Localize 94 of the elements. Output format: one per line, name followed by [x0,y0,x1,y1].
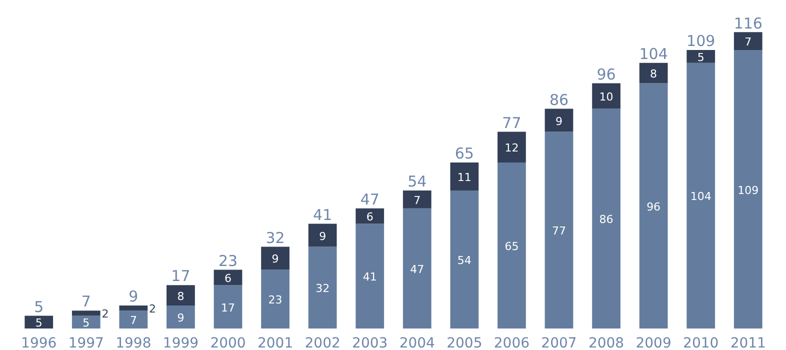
total-label: 47 [360,190,380,209]
total-label: 5 [34,298,44,316]
bar [592,83,620,109]
total-label: 77 [502,114,522,132]
data-label: 7 [130,314,137,328]
data-label: 9 [177,312,184,325]
x-tick-label: 1999 [162,336,199,350]
bar [119,310,148,328]
data-label: 5 [697,50,704,64]
x-tick-label: 2008 [588,336,624,350]
total-label: 9 [128,288,138,306]
data-label: 109 [738,184,759,197]
data-label: 11 [457,171,472,184]
x-tick-label: 2001 [257,336,294,350]
total-label: 109 [686,32,716,50]
data-label: 41 [362,270,377,284]
bar [24,316,54,328]
x-tick-label: 2010 [683,336,719,350]
data-label: 6 [366,210,374,224]
data-label: 9 [319,230,326,243]
x-tick-label: 2006 [494,336,530,350]
bar [72,316,100,328]
bar [734,32,762,50]
data-label: 5 [35,316,42,330]
x-tick-label: 1997 [68,336,104,350]
data-label: 9 [555,114,562,128]
bar [261,246,290,270]
bar [166,306,195,328]
bar [402,208,432,328]
x-tick-label: 2002 [304,336,340,350]
x-tick-label: 2000 [210,336,246,350]
bar [498,162,526,328]
total-label: 23 [218,252,238,270]
bar [544,132,574,328]
bar [308,224,337,247]
data-label: 7 [744,36,752,49]
x-tick-label: 1996 [21,336,57,350]
bar [544,108,574,132]
total-label: 86 [549,90,569,109]
data-label: 10 [599,90,614,104]
x-tick-label: 2003 [352,336,388,350]
data-label: 12 [504,142,519,155]
bar [592,108,620,328]
total-label: 32 [266,228,285,247]
data-label: 32 [316,282,330,296]
total-label: 17 [171,267,190,286]
data-label: 77 [552,224,566,238]
x-tick-label: 2009 [636,336,672,350]
total-label: 96 [596,65,616,84]
total-label: 116 [734,14,762,32]
x-tick-label: 2011 [730,336,766,350]
data-label: 86 [599,213,614,226]
data-label: 6 [224,272,232,285]
data-label: 9 [272,252,279,266]
bar [72,310,100,316]
bar [450,190,479,328]
data-label: 5 [82,316,90,330]
data-label: 8 [650,68,658,81]
bar [402,190,432,208]
bar [214,270,242,286]
data-label: 54 [457,254,472,268]
bar [308,246,337,328]
x-tick-label: 2005 [446,336,482,350]
total-label: 41 [313,206,332,224]
bar [450,162,479,191]
data-label: 23 [268,294,282,307]
total-label: 104 [639,44,668,63]
bar [686,50,716,63]
data-label: 2 [149,302,156,316]
x-tick-label: 1998 [116,336,152,350]
data-label: 47 [410,262,424,276]
bar [119,306,148,311]
total-label: 54 [408,172,427,191]
data-label: 2 [102,308,109,321]
x-tick-label: 2004 [399,336,436,350]
data-label: 65 [504,240,519,253]
bar [686,62,716,328]
data-label: 104 [690,190,712,204]
data-label: 7 [414,194,421,207]
bar [498,132,526,162]
data-label: 8 [177,290,184,303]
bar [261,270,290,328]
x-tick-label: 2007 [541,336,577,350]
data-label: 17 [221,301,236,314]
bar [356,208,384,224]
data-label: 96 [646,200,661,214]
total-label: 7 [81,292,91,311]
bar [639,62,668,84]
bar [166,285,195,306]
bar [356,224,384,328]
bar [214,285,242,328]
bar [639,83,668,328]
total-label: 65 [454,144,474,163]
bar [734,50,762,328]
